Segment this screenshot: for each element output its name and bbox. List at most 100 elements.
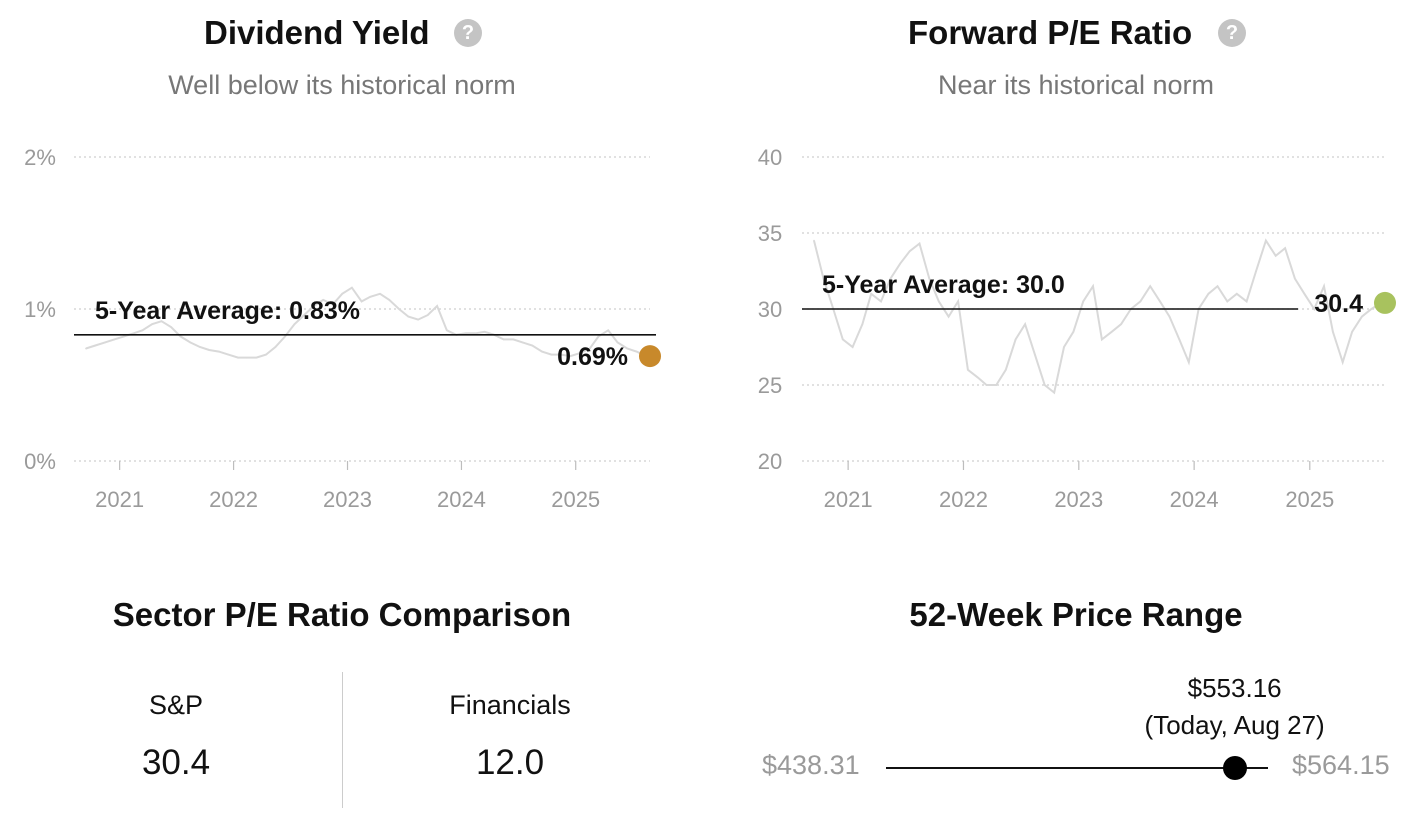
data-point xyxy=(626,347,629,350)
data-point xyxy=(569,355,572,357)
data-point xyxy=(379,293,381,295)
data-point xyxy=(851,346,854,348)
data-point xyxy=(1255,270,1257,272)
help-circle-icon[interactable]: ? xyxy=(1218,19,1246,47)
data-point xyxy=(1323,285,1325,288)
current-date-note: (Today, Aug 27) xyxy=(1144,710,1325,740)
y-tick-label: 30 xyxy=(758,297,782,322)
data-point xyxy=(588,347,591,350)
data-point xyxy=(1341,361,1344,364)
average-label: 5-Year Average: 0.83% xyxy=(95,297,360,325)
data-point xyxy=(474,332,477,335)
data-point xyxy=(976,376,979,379)
data-point xyxy=(426,314,429,316)
range-high-label: $564.15 xyxy=(1292,750,1390,780)
data-point xyxy=(293,323,296,326)
data-point xyxy=(1092,285,1094,288)
y-tick-label: 0% xyxy=(24,449,56,474)
sector-value: 12.0 xyxy=(475,743,545,782)
data-point xyxy=(465,332,467,335)
data-point xyxy=(1294,277,1296,280)
data-point xyxy=(179,335,182,338)
data-point xyxy=(985,384,988,386)
data-point xyxy=(616,341,619,344)
y-tick-label: 40 xyxy=(758,145,782,170)
data-point xyxy=(899,262,902,265)
data-point xyxy=(512,338,515,341)
data-point xyxy=(1361,315,1363,318)
data-point xyxy=(967,369,969,371)
data-point xyxy=(1149,285,1152,288)
current-price: $553.16 xyxy=(1187,673,1282,703)
data-point xyxy=(407,315,410,318)
data-point xyxy=(938,300,940,303)
average-label: 5-Year Average: 30.0 xyxy=(822,271,1065,299)
x-tick-label: 2023 xyxy=(1054,487,1103,512)
current-value-marker xyxy=(1374,291,1396,314)
data-point xyxy=(1168,315,1171,318)
data-point xyxy=(322,299,324,301)
data-point xyxy=(1216,285,1219,288)
data-point xyxy=(123,335,125,338)
data-point xyxy=(341,293,344,295)
data-point xyxy=(113,338,116,341)
data-point xyxy=(597,335,600,338)
x-tick-label: 2024 xyxy=(437,487,486,512)
x-tick-label: 2022 xyxy=(939,487,988,512)
data-point xyxy=(313,305,315,307)
data-point xyxy=(1370,308,1373,310)
data-point xyxy=(1265,239,1267,242)
data-point xyxy=(635,350,638,353)
current-price-marker xyxy=(1222,756,1247,780)
current-value-label: 0.69% xyxy=(557,343,628,371)
data-point xyxy=(351,286,353,289)
data-point xyxy=(1207,293,1210,295)
chart-title: Dividend Yield xyxy=(204,14,430,51)
x-tick-label: 2025 xyxy=(551,487,600,512)
data-point xyxy=(1139,300,1142,303)
data-point xyxy=(1178,338,1181,341)
data-point xyxy=(85,347,87,350)
x-tick-label: 2021 xyxy=(95,487,144,512)
data-point xyxy=(170,326,172,329)
data-point xyxy=(1034,353,1036,356)
data-point xyxy=(1236,293,1238,295)
range-track xyxy=(886,767,1268,769)
data-point xyxy=(928,277,931,280)
data-point xyxy=(918,242,921,245)
x-tick-label: 2024 xyxy=(1170,487,1219,512)
data-point xyxy=(151,323,153,326)
data-point xyxy=(889,277,892,280)
data-point xyxy=(1187,361,1190,364)
column-divider xyxy=(342,672,343,808)
data-point xyxy=(560,353,562,356)
data-point xyxy=(218,350,220,353)
data-point xyxy=(1110,331,1113,333)
y-tick-label: 1% xyxy=(24,297,56,322)
chart-subtitle: Well below its historical norm xyxy=(168,70,516,100)
sector-column-sp: S&P 30.4 xyxy=(56,690,296,783)
data-point xyxy=(1313,308,1316,310)
data-point xyxy=(369,296,372,298)
data-point xyxy=(521,341,524,344)
data-point xyxy=(274,346,277,348)
forward-pe-panel: Forward P/E Ratio ? Near its historical … xyxy=(718,0,1418,540)
current-value-label: 30.4 xyxy=(1314,290,1363,318)
x-tick-label: 2025 xyxy=(1285,487,1334,512)
price-range-panel: 52-Week Price Range $553.16 (Today, Aug … xyxy=(718,560,1418,820)
y-tick-label: 2% xyxy=(24,145,56,170)
data-point xyxy=(141,329,144,332)
data-point xyxy=(237,356,239,359)
data-point xyxy=(483,331,486,333)
data-point xyxy=(255,356,258,359)
help-circle-icon[interactable]: ? xyxy=(454,19,482,47)
data-point xyxy=(880,300,882,303)
chart-title: Forward P/E Ratio xyxy=(908,14,1193,51)
data-point xyxy=(94,344,97,347)
data-point xyxy=(360,300,363,303)
data-point xyxy=(550,353,553,356)
data-point xyxy=(1043,384,1046,386)
data-point xyxy=(870,293,872,295)
data-point xyxy=(1072,331,1075,333)
